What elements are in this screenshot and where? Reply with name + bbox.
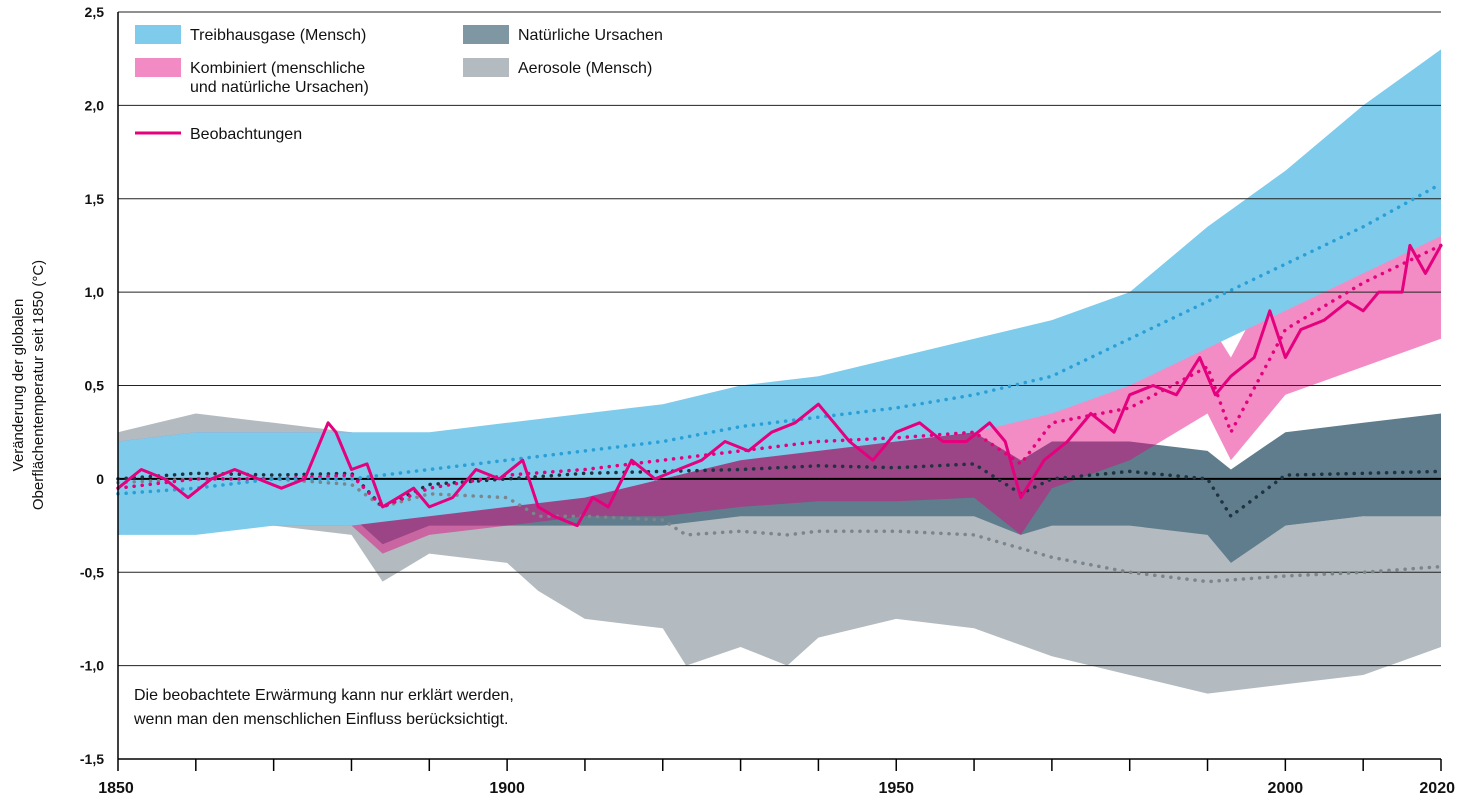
legend-label: Beobachtungen xyxy=(190,126,302,143)
legend-item-aerosole-mensch: Aerosole (Mensch) xyxy=(463,58,652,77)
legend-label-line: Kombiniert (menschliche xyxy=(190,60,365,77)
legend-item-nat-rliche-ursachen: Natürliche Ursachen xyxy=(463,25,663,44)
legend-label: Kombiniert (menschliche und natürliche Ur… xyxy=(190,60,369,96)
legend-label-line: Aerosole (Mensch) xyxy=(518,60,652,77)
y-tick-label: 2,5 xyxy=(85,4,105,20)
x-tick-label: 2020 xyxy=(1419,780,1455,797)
y-tick-label: 0 xyxy=(96,471,104,487)
y-tick-label: 1,0 xyxy=(85,284,105,300)
annotation-line: wenn man den menschlichen Einfluss berüc… xyxy=(133,711,508,728)
y-tick-label: 2,0 xyxy=(85,97,105,113)
axes: -1,5 -1,0 -0,5 0 0,5 1,0 1,5 2,0 2,5 1850 1900 1950… xyxy=(80,4,1455,797)
line-beobachtungen xyxy=(117,243,1443,528)
annotation: Die beobachtete Erwärmung kann nur erklä… xyxy=(133,687,514,728)
y-axis-label-line: Veränderung der globalen xyxy=(10,299,27,472)
legend-swatch xyxy=(135,58,181,77)
legend-item-treibhausgase-mensch: Treibhausgase (Mensch) xyxy=(135,25,366,44)
y-tick-label: -1,0 xyxy=(80,658,104,674)
legend-label: Treibhausgase (Mensch) xyxy=(190,27,366,44)
y-axis-label: Veränderung der globalen Oberflächentempe… xyxy=(10,260,47,510)
y-tick-label: 1,5 xyxy=(85,191,105,207)
legend-label-line: Beobachtungen xyxy=(190,126,302,143)
mean-kombiniert-menschliche-und-nat-rliche-ursachen xyxy=(116,243,1443,509)
legend: Treibhausgase (Mensch) Kombiniert (mensch… xyxy=(135,25,663,143)
legend-item-kombiniert-menschliche-und-nat-rliche-ursachen: Kombiniert (menschliche und natürliche Ur… xyxy=(135,58,369,96)
x-tick-label: 1950 xyxy=(878,780,914,797)
mean-nat-rliche-ursachen xyxy=(116,462,1443,519)
x-tick-label: 2000 xyxy=(1268,780,1304,797)
legend-label-line: und natürliche Ursachen) xyxy=(190,79,369,96)
model-bands xyxy=(118,49,1441,694)
observations-series xyxy=(117,243,1443,528)
x-tick-label: 1850 xyxy=(98,780,134,797)
annotation-line: Die beobachtete Erwärmung kann nur erklä… xyxy=(134,687,514,704)
y-tick-label: -0,5 xyxy=(80,564,104,580)
y-axis-label-line: Oberflächentemperatur seit 1850 (°C) xyxy=(30,260,47,510)
mean-aerosole-mensch xyxy=(116,477,1443,584)
x-tick-label: 1900 xyxy=(489,780,525,797)
model-mean-lines xyxy=(116,182,1443,584)
legend-swatch xyxy=(135,25,181,44)
legend-swatch xyxy=(463,25,509,44)
legend-label-line: Treibhausgase (Mensch) xyxy=(190,27,366,44)
y-tick-label: -1,5 xyxy=(80,751,104,767)
y-tick-label: 0,5 xyxy=(85,378,105,394)
legend-label: Natürliche Ursachen xyxy=(518,27,663,44)
legend-label: Aerosole (Mensch) xyxy=(518,60,652,77)
legend-item-beobachtungen: Beobachtungen xyxy=(135,126,302,143)
legend-swatch xyxy=(463,58,509,77)
legend-label-line: Natürliche Ursachen xyxy=(518,27,663,44)
